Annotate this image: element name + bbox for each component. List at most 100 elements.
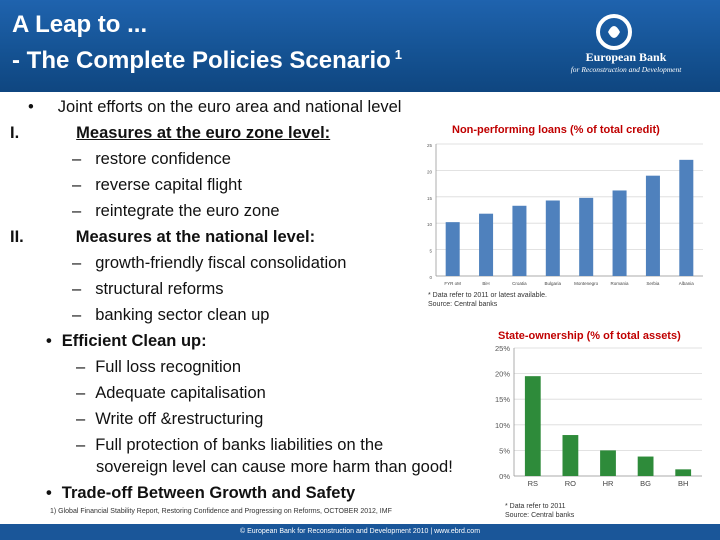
x-tick-label: BiH bbox=[482, 281, 489, 286]
bullet-item: – structural reforms bbox=[72, 279, 224, 299]
bullet-text: sovereign level can cause more harm than… bbox=[96, 458, 453, 476]
y-tick-label: 10% bbox=[495, 421, 510, 430]
y-tick-label: 25% bbox=[495, 344, 510, 353]
bullet-text: Full protection of banks liabilities on … bbox=[95, 436, 384, 454]
bullet-marker: – bbox=[72, 176, 82, 194]
npl-chart: 0 5 10 15 20 25 FYR oM BiH Croatia Bulgaria Monten… bbox=[427, 143, 703, 286]
bullet-text: Full loss recognition bbox=[95, 358, 242, 376]
bullet-marker: – bbox=[76, 384, 86, 402]
bullet-marker: – bbox=[76, 410, 86, 428]
state-ownership-chart-note: * Data refer to 2011 bbox=[505, 503, 566, 510]
bullet-item: – reverse capital flight bbox=[72, 175, 242, 195]
bullet-text: Measures at the national level: bbox=[75, 228, 316, 246]
bullet-marker: – bbox=[72, 150, 82, 168]
bullet-item: – Full protection of banks liabilities on… bbox=[76, 435, 383, 455]
y-tick-label: 5% bbox=[499, 446, 510, 455]
bar bbox=[524, 376, 541, 476]
x-tick-label: Serbia bbox=[646, 281, 660, 286]
bullet-item: • Trade-off Between Growth and Safety bbox=[46, 483, 355, 503]
bar bbox=[612, 190, 627, 276]
bullet-item: – banking sector clean up bbox=[72, 305, 269, 325]
bar bbox=[562, 435, 579, 476]
bullet-marker: – bbox=[76, 436, 86, 454]
state-ownership-chart-title: State-ownership (% of total assets) bbox=[498, 330, 681, 342]
x-tick-label: BG bbox=[640, 479, 651, 488]
x-tick-label: Montenegro bbox=[574, 281, 599, 286]
bullet-item: – Full loss recognition bbox=[76, 357, 241, 377]
bar bbox=[637, 456, 654, 476]
y-tick-label: 15 bbox=[427, 196, 433, 201]
bullet-text: reverse capital flight bbox=[95, 176, 242, 194]
x-tick-label: Albania bbox=[679, 281, 695, 286]
bullet-marker: – bbox=[76, 358, 86, 376]
y-tick-label: 25 bbox=[427, 143, 433, 148]
y-tick-label: 0 bbox=[429, 275, 432, 280]
bar bbox=[679, 159, 694, 276]
bullet-text: structural reforms bbox=[95, 280, 224, 298]
y-tick-label: 10 bbox=[427, 222, 433, 227]
bar bbox=[545, 200, 560, 276]
bullet-text: Measures at the euro zone level: bbox=[76, 124, 331, 142]
slide-title: A Leap to ... - The Complete Policies Sc… bbox=[12, 10, 402, 76]
x-tick-label: FYR oM bbox=[444, 281, 461, 286]
bullet-text: banking sector clean up bbox=[95, 306, 270, 324]
x-tick-label: RO bbox=[565, 479, 576, 488]
bullet-text: Efficient Clean up: bbox=[61, 332, 207, 350]
bar bbox=[445, 222, 460, 276]
x-tick-label: Romania bbox=[611, 281, 630, 286]
bullet-item: – Adequate capitalisation bbox=[76, 383, 266, 403]
bar bbox=[512, 205, 527, 276]
bullet-item: I. Measures at the euro zone level: bbox=[10, 123, 330, 143]
bullet-text: reintegrate the euro zone bbox=[95, 202, 280, 220]
x-tick-label: RS bbox=[528, 479, 538, 488]
bullet-marker: • bbox=[46, 332, 52, 350]
state-ownership-chart-source: Source: Central banks bbox=[505, 512, 575, 519]
ebrd-logo: European Bank for Reconstruction and Dev… bbox=[552, 14, 700, 78]
bullet-text: restore confidence bbox=[95, 150, 231, 168]
bullet-marker: II. bbox=[10, 228, 24, 246]
bullet-text: Write off &restructuring bbox=[95, 410, 264, 428]
bullet-marker: – bbox=[72, 280, 82, 298]
state-ownership-chart: 0% 5% 10% 15% 20% 25% RS RO HR BG BH bbox=[495, 344, 702, 488]
bullet-item: • Efficient Clean up: bbox=[46, 331, 207, 351]
bullet-item: – restore confidence bbox=[72, 149, 231, 169]
bullet-marker: – bbox=[72, 306, 82, 324]
y-tick-label: 5 bbox=[429, 249, 432, 254]
y-tick-label: 15% bbox=[495, 395, 510, 404]
bullet-text: Adequate capitalisation bbox=[95, 384, 266, 402]
x-tick-label: Croatia bbox=[512, 281, 527, 286]
bar bbox=[645, 175, 660, 276]
bar bbox=[479, 213, 494, 276]
ebrd-emblem-icon bbox=[596, 14, 632, 50]
x-tick-label: HR bbox=[603, 479, 614, 488]
bullet-marker: • bbox=[28, 98, 34, 116]
logo-name: European Bank bbox=[585, 50, 667, 64]
bullet-marker: – bbox=[72, 254, 82, 272]
bullet-item-continuation: sovereign level can cause more harm than… bbox=[96, 457, 453, 477]
npl-chart-title: Non-performing loans (% of total credit) bbox=[452, 124, 660, 136]
footer-bar: © European Bank for Reconstruction and D… bbox=[0, 524, 720, 540]
bar bbox=[600, 450, 616, 476]
logo-subtitle: for Reconstruction and Development bbox=[570, 65, 682, 74]
bullet-item: – growth-friendly fiscal consolidation bbox=[72, 253, 346, 273]
title-footnote-marker: 1 bbox=[394, 47, 403, 62]
npl-chart-source: Source: Central banks bbox=[428, 301, 498, 308]
x-tick-label: Bulgaria bbox=[545, 281, 562, 286]
bullet-item: • Joint efforts on the euro area and nati… bbox=[28, 97, 401, 117]
footnote: 1) Global Financial Stability Report, Re… bbox=[50, 508, 392, 515]
y-tick-label: 0% bbox=[499, 472, 510, 481]
bullet-marker: – bbox=[72, 202, 82, 220]
y-tick-label: 20 bbox=[427, 169, 433, 174]
bullet-marker: I. bbox=[10, 124, 20, 142]
title-line-2: - The Complete Policies Scenario 1 bbox=[12, 47, 403, 74]
x-tick-label: BH bbox=[678, 479, 688, 488]
bullet-item: II. Measures at the national level: bbox=[10, 227, 315, 247]
bullet-text: Joint efforts on the euro area and natio… bbox=[57, 98, 402, 116]
bullet-text: growth-friendly fiscal consolidation bbox=[95, 254, 347, 272]
bar bbox=[579, 197, 594, 276]
y-tick-label: 20% bbox=[495, 370, 510, 379]
bullet-text: Trade-off Between Growth and Safety bbox=[61, 484, 356, 502]
bullet-marker: • bbox=[46, 484, 52, 502]
title-line-1: A Leap to ... bbox=[12, 11, 148, 38]
bullet-item: – reintegrate the euro zone bbox=[72, 201, 280, 221]
